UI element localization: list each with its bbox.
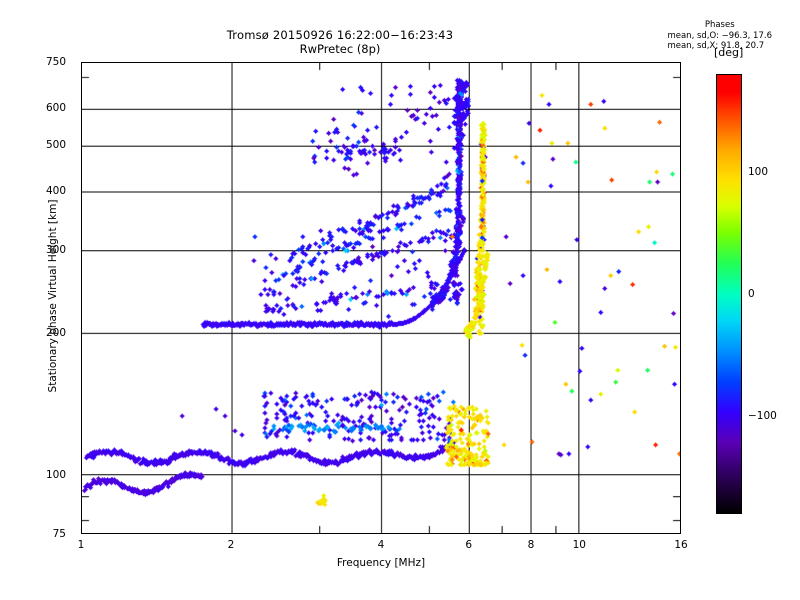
colorbar-tick-1: 0 bbox=[748, 288, 755, 300]
x-tick-2: 2 bbox=[227, 539, 235, 551]
y-tick-300: 300 bbox=[45, 243, 66, 256]
x-tick-16: 16 bbox=[674, 539, 688, 551]
ionogram-plot-area bbox=[81, 62, 681, 534]
colorbar-gradient bbox=[716, 74, 742, 514]
x-tick-1: 1 bbox=[77, 539, 85, 551]
scatter-canvas bbox=[82, 63, 680, 533]
x-axis-tick-labels: 1 2 4 6 8 10 16 bbox=[77, 539, 688, 555]
colorbar-tick-0: 100 bbox=[748, 165, 769, 178]
y-tick-500: 500 bbox=[45, 139, 66, 152]
y-tick-750: 750 bbox=[45, 56, 66, 68]
y-tick-75: 75 bbox=[52, 528, 66, 540]
colorbar: 100 0 −100 bbox=[716, 74, 777, 514]
chart-subtitle: RwPretec (8p) bbox=[299, 42, 381, 56]
phases-annotation: Phases mean, sd,O: −96.3, 17.6 mean, sd,… bbox=[667, 20, 772, 52]
phases-heading: Phases bbox=[704, 20, 735, 30]
y-axis-title: Stationary phase Virtual Height [km] bbox=[47, 199, 59, 393]
colorbar-tick-2: −100 bbox=[748, 410, 777, 423]
y-tick-600: 600 bbox=[45, 101, 66, 114]
y-axis-tick-labels: 75 100 200 300 400 500 600 750 bbox=[0, 56, 74, 540]
x-tick-10: 10 bbox=[572, 539, 586, 551]
phases-o-line: mean, sd,O: −96.3, 17.6 bbox=[667, 30, 772, 41]
y-tick-100: 100 bbox=[45, 469, 66, 482]
x-tick-6: 6 bbox=[465, 539, 473, 551]
chart-title: Tromsø 20150926 16:22:00−16:23:43 bbox=[226, 28, 454, 42]
x-tick-4: 4 bbox=[377, 539, 385, 551]
y-tick-200: 200 bbox=[45, 326, 66, 339]
phases-x-line: mean, sd,X: 91.8, 20.7 bbox=[667, 41, 765, 51]
x-axis-title: Frequency [MHz] bbox=[336, 557, 426, 569]
colorbar-unit-label: [deg] bbox=[714, 46, 744, 59]
x-tick-8: 8 bbox=[527, 539, 535, 551]
y-tick-400: 400 bbox=[45, 184, 66, 197]
